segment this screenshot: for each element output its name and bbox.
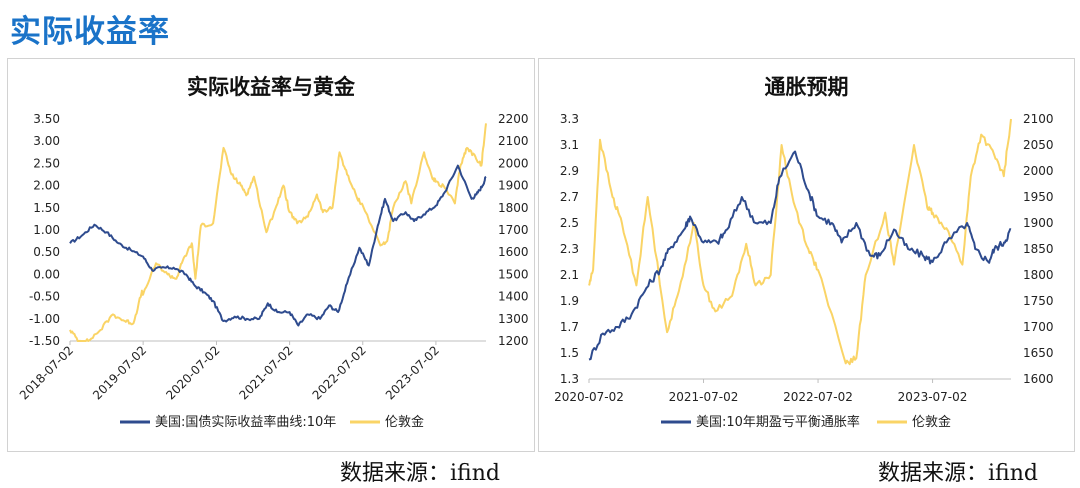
y-left-tick-label: 3.50 bbox=[33, 112, 60, 126]
y-right-tick-label: 1300 bbox=[498, 312, 529, 326]
y-left-tick-label: 2.1 bbox=[560, 268, 579, 282]
x-tick-label: 2023-07-02 bbox=[898, 390, 968, 404]
y-left-tick-label: 2.9 bbox=[560, 164, 579, 178]
legend-label: 伦敦金 bbox=[912, 414, 951, 430]
x-tick-label: 2023-07-02 bbox=[383, 343, 442, 402]
series-line-blue bbox=[69, 164, 487, 327]
x-tick-label: 2018-07-02 bbox=[17, 343, 76, 402]
y-left-tick-label: 2.3 bbox=[560, 242, 579, 256]
y-left-tick-label: 1.50 bbox=[33, 201, 60, 215]
y-left-tick-label: 2.7 bbox=[560, 190, 579, 204]
y-right-tick-label: 1800 bbox=[1023, 268, 1054, 282]
page-title: 实际收益率 bbox=[10, 14, 170, 50]
x-tick-label: 2021-07-02 bbox=[669, 390, 739, 404]
y-left-tick-label: -0.50 bbox=[29, 290, 60, 304]
y-right-tick-label: 1700 bbox=[498, 223, 529, 237]
source-label-left: 数据来源：ifind bbox=[340, 461, 500, 486]
x-tick-label: 2020-07-02 bbox=[163, 343, 222, 402]
chart-panel-inflation: 通胀预期 3.3 3.1 2.9 2.7 2.5 2.3 2.1 1.9 1.7 1.5 1.3 210… bbox=[538, 58, 1075, 452]
chart-panel-real-yield: 实际收益率与黄金 3.50 3.00 2.50 2.00 1.50 1.00 0.50 0.00… bbox=[7, 58, 535, 452]
x-tick-label: 2022-07-02 bbox=[783, 390, 853, 404]
y-right-tick-label: 1800 bbox=[498, 201, 529, 215]
y-right-tick-label: 1700 bbox=[1023, 320, 1054, 334]
legend-label: 美国:国债实际收益率曲线:10年 bbox=[155, 414, 336, 430]
y-right-tick-label: 1600 bbox=[1023, 372, 1054, 386]
y-right-tick-label: 1200 bbox=[498, 334, 529, 348]
y-right-tick-label: 2000 bbox=[498, 156, 529, 170]
series-line-blue bbox=[588, 150, 1012, 361]
x-tick-label: 2019-07-02 bbox=[90, 343, 149, 402]
series-line-gold bbox=[69, 123, 487, 342]
y-right-tick-label: 1600 bbox=[498, 245, 529, 259]
y-right-tick-label: 2000 bbox=[1023, 164, 1054, 178]
y-left-tick-label: 2.50 bbox=[33, 156, 60, 170]
y-right-tick-label: 2050 bbox=[1023, 138, 1054, 152]
y-left-tick-label: 3.00 bbox=[33, 134, 60, 148]
y-left-tick-label: 1.00 bbox=[33, 223, 60, 237]
y-right-tick-label: 1850 bbox=[1023, 242, 1054, 256]
x-tick-label: 2021-07-02 bbox=[237, 343, 296, 402]
y-left-tick-label: 1.5 bbox=[560, 346, 579, 360]
y-left-tick-label: -1.00 bbox=[29, 312, 60, 326]
y-left-tick-label: 3.3 bbox=[560, 112, 579, 126]
x-tick-label: 2020-07-02 bbox=[554, 390, 624, 404]
y-right-tick-label: 2100 bbox=[1023, 112, 1054, 126]
y-left-tick-label: 0.50 bbox=[33, 245, 60, 259]
chart-inflation-expectation: 通胀预期 3.3 3.1 2.9 2.7 2.5 2.3 2.1 1.9 1.7 1.5 1.3 210… bbox=[554, 75, 1054, 430]
chart-title: 实际收益率与黄金 bbox=[187, 75, 356, 99]
y-left-tick-label: -1.50 bbox=[29, 334, 60, 348]
y-left-tick-label: 0.00 bbox=[33, 267, 60, 281]
chart-real-yield-gold: 实际收益率与黄金 3.50 3.00 2.50 2.00 1.50 1.00 0.50 0.00… bbox=[17, 75, 529, 430]
y-left-tick-label: 2.00 bbox=[33, 179, 60, 193]
y-right-tick-label: 1500 bbox=[498, 267, 529, 281]
y-right-tick-label: 1750 bbox=[1023, 294, 1054, 308]
y-right-tick-label: 1900 bbox=[498, 179, 529, 193]
y-left-tick-label: 3.1 bbox=[560, 138, 579, 152]
y-left-tick-label: 1.3 bbox=[560, 372, 579, 386]
legend-label: 美国:10年期盈亏平衡通胀率 bbox=[696, 414, 860, 430]
legend-label: 伦敦金 bbox=[385, 414, 424, 430]
series-line-gold bbox=[588, 118, 1012, 366]
y-right-tick-label: 2100 bbox=[498, 134, 529, 148]
y-right-tick-label: 2200 bbox=[498, 112, 529, 126]
y-left-tick-label: 1.7 bbox=[560, 320, 579, 334]
y-right-tick-label: 1400 bbox=[498, 290, 529, 304]
y-left-tick-label: 2.5 bbox=[560, 216, 579, 230]
x-tick-label: 2022-07-02 bbox=[310, 343, 369, 402]
y-right-tick-label: 1900 bbox=[1023, 216, 1054, 230]
y-right-tick-label: 1650 bbox=[1023, 346, 1054, 360]
y-left-tick-label: 1.9 bbox=[560, 294, 579, 308]
source-label-right: 数据来源：ifind bbox=[878, 461, 1038, 486]
y-right-tick-label: 1950 bbox=[1023, 190, 1054, 204]
chart-title: 通胀预期 bbox=[765, 75, 849, 99]
